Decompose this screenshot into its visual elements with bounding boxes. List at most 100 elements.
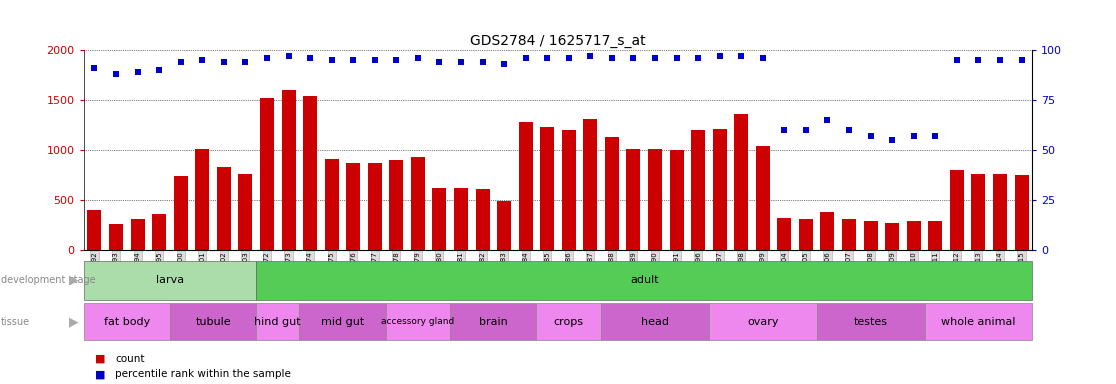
Point [646, 55, 664, 61]
Bar [691, 130, 705, 250]
Point [496, 61, 513, 67]
Bar [299, 303, 385, 340]
Bar [475, 189, 490, 250]
Bar [260, 98, 273, 250]
Bar [648, 149, 662, 250]
Point [366, 57, 384, 63]
Text: hind gut: hind gut [254, 316, 301, 327]
Bar [602, 303, 709, 340]
Point [711, 53, 729, 59]
Bar [950, 170, 964, 250]
Bar [906, 221, 921, 250]
Text: development stage: development stage [1, 275, 96, 285]
Text: tissue: tissue [1, 316, 30, 327]
Point [776, 127, 793, 133]
Bar [605, 137, 619, 250]
Bar [537, 303, 602, 340]
Text: tubule: tubule [195, 316, 231, 327]
Point [301, 55, 319, 61]
Point [862, 133, 879, 139]
Point [970, 57, 988, 63]
Text: ovary: ovary [747, 316, 779, 327]
Bar [540, 127, 555, 250]
Point [517, 55, 535, 61]
Bar [281, 90, 296, 250]
Bar [864, 221, 877, 250]
Bar [239, 174, 252, 250]
Bar [843, 218, 856, 250]
Point [128, 69, 146, 75]
Bar [971, 174, 985, 250]
Point [408, 55, 426, 61]
Bar [584, 119, 597, 250]
Bar [217, 167, 231, 250]
Bar [87, 210, 102, 250]
Point [172, 59, 190, 65]
Text: larva: larva [156, 275, 184, 285]
Bar [325, 159, 338, 250]
Point [732, 53, 750, 59]
Bar [368, 163, 382, 250]
Bar [304, 96, 317, 250]
Bar [799, 218, 812, 250]
Point [151, 67, 169, 73]
Bar [709, 303, 817, 340]
Text: ▶: ▶ [68, 315, 78, 328]
Bar [84, 261, 257, 300]
Point [991, 57, 1009, 63]
Text: whole animal: whole animal [941, 316, 1016, 327]
Text: brain: brain [479, 316, 508, 327]
Bar [993, 174, 1007, 250]
Point [107, 71, 125, 77]
Point [323, 57, 340, 63]
Bar [385, 303, 450, 340]
Bar [756, 146, 770, 250]
Bar [454, 188, 468, 250]
Text: mid gut: mid gut [320, 316, 364, 327]
Point [560, 55, 578, 61]
Bar [885, 223, 899, 250]
Point [754, 55, 772, 61]
Bar [820, 212, 835, 250]
Bar [432, 188, 446, 250]
Title: GDS2784 / 1625717_s_at: GDS2784 / 1625717_s_at [470, 33, 646, 48]
Bar [257, 303, 299, 340]
Bar [346, 163, 360, 250]
Text: accessory gland: accessory gland [382, 317, 454, 326]
Point [625, 55, 643, 61]
Bar [519, 122, 532, 250]
Point [193, 57, 211, 63]
Bar [170, 303, 257, 340]
Point [883, 137, 901, 143]
Bar [778, 218, 791, 250]
Bar [561, 130, 576, 250]
Bar [152, 214, 166, 250]
Bar [713, 129, 727, 250]
Text: ▶: ▶ [68, 274, 78, 287]
Bar [174, 176, 187, 250]
Point [387, 57, 405, 63]
Point [473, 59, 491, 65]
Point [840, 127, 858, 133]
Point [667, 55, 685, 61]
Bar [195, 149, 210, 250]
Text: testes: testes [854, 316, 887, 327]
Bar [817, 303, 924, 340]
Bar [257, 261, 1032, 300]
Bar [450, 303, 537, 340]
Text: ■: ■ [95, 354, 105, 364]
Bar [131, 218, 145, 250]
Text: count: count [115, 354, 144, 364]
Point [215, 59, 233, 65]
Bar [924, 303, 1032, 340]
Bar [84, 303, 170, 340]
Bar [626, 149, 641, 250]
Text: percentile rank within the sample: percentile rank within the sample [115, 369, 291, 379]
Point [947, 57, 965, 63]
Point [818, 117, 836, 123]
Point [797, 127, 815, 133]
Bar [929, 221, 942, 250]
Point [258, 55, 276, 61]
Point [280, 53, 298, 59]
Point [86, 65, 104, 71]
